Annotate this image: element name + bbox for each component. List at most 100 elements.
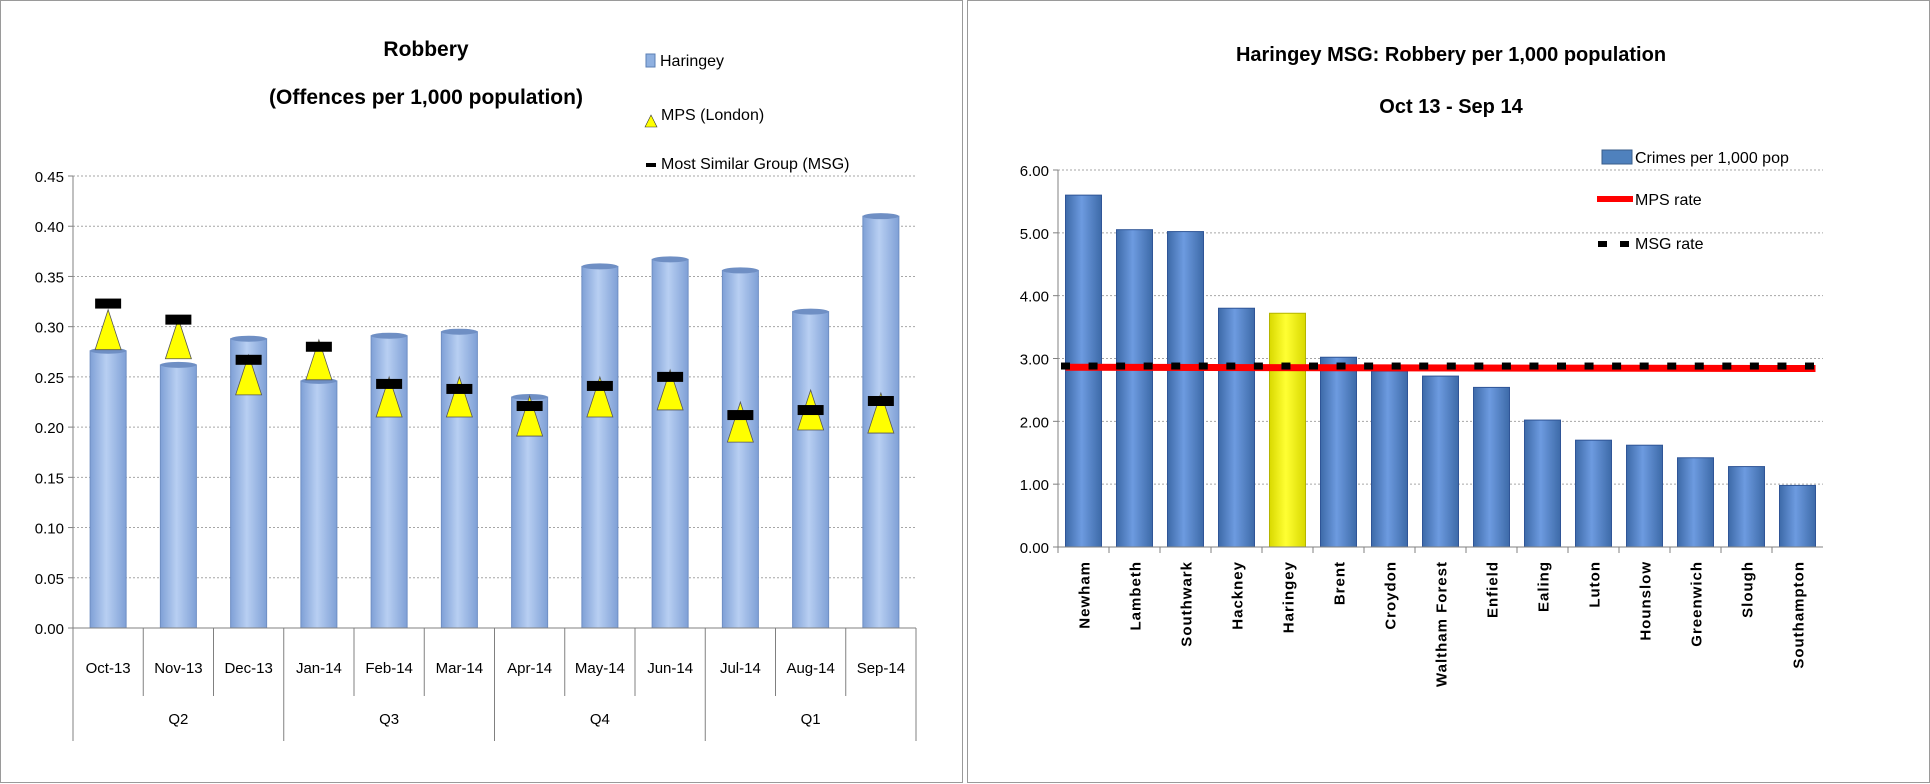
marker-msg-nov-13: [165, 314, 192, 325]
msg-rate-dash: [1309, 362, 1318, 370]
y-tick-label: 0.30: [35, 320, 64, 337]
msg-rate-dash: [1143, 362, 1153, 370]
marker-mps-may-14: [586, 375, 614, 418]
x-tick-label: Mar-14: [436, 660, 484, 677]
bar-newham: [1065, 194, 1102, 548]
msg-rate-dash: [1281, 362, 1291, 370]
marker-msg-feb-14: [376, 378, 403, 389]
bar-greenwich: [1677, 457, 1714, 548]
msg-rate-dash: [1336, 362, 1346, 370]
msg-rate-dash: [1612, 362, 1622, 370]
x-tick-label: Haringey: [1281, 561, 1298, 633]
y-tick-label: 0.25: [35, 370, 64, 387]
marker-msg-oct-13: [95, 298, 122, 309]
marker-msg-dec-13: [235, 354, 262, 365]
marker-mps-feb-14: [375, 375, 403, 418]
msg-rate-dash: [1198, 362, 1208, 370]
x-tick-label: Aug-14: [786, 660, 834, 677]
marker-mps-jun-14: [656, 368, 684, 411]
msg-rate-dash: [1722, 362, 1732, 370]
y-tick-label: 0.00: [35, 621, 64, 638]
marker-msg-may-14: [586, 380, 613, 391]
bar-top: [792, 308, 829, 315]
legend-label-msg-rate: MSG rate: [1635, 236, 1704, 253]
x-tick-label: Jun-14: [647, 660, 693, 677]
msg-rate-dash: [1116, 362, 1126, 370]
bar-slough: [1728, 466, 1765, 548]
legend-label-mps-rate: MPS rate: [1635, 192, 1702, 209]
y-tick-label: 3.00: [1020, 352, 1049, 369]
x-tick-label: Feb-14: [365, 660, 413, 677]
marker-msg-apr-14: [516, 401, 543, 412]
x-group-label: Q3: [379, 711, 399, 728]
bar-top: [652, 256, 689, 263]
bar-top: [371, 332, 408, 339]
x-tick-label: Waltham Forest: [1434, 561, 1451, 687]
bar-haringey-jun-14: [651, 258, 689, 629]
x-tick-label: Nov-13: [154, 660, 202, 677]
marker-msg-sep-14: [867, 395, 894, 406]
bar-lambeth: [1116, 229, 1153, 548]
msg-rate-dash: [1639, 362, 1649, 370]
bar-croydon: [1371, 370, 1408, 548]
x-tick-label: Hackney: [1230, 561, 1247, 630]
bar-haringey-aug-14: [792, 311, 830, 629]
marker-mps-oct-13: [94, 308, 122, 351]
legend-swatch-msg: [646, 163, 656, 167]
bar-hounslow: [1626, 444, 1663, 548]
y-tick-label: 0.45: [35, 169, 64, 186]
x-tick-label: Jan-14: [296, 660, 342, 677]
x-tick-label: Southampton: [1791, 561, 1808, 669]
msg-rate-dash: [1364, 362, 1374, 370]
robbery-monthly-chart-panel: Robbery (Offences per 1,000 population) …: [0, 0, 963, 783]
marker-msg-jun-14: [657, 371, 684, 382]
msg-rate-dash: [1446, 362, 1456, 370]
msg-rate-dash: [1419, 362, 1429, 370]
bar-haringey-nov-13: [159, 364, 197, 629]
bar-haringey-oct-13: [89, 350, 127, 629]
bar-top: [441, 328, 478, 335]
x-tick-label: Sep-14: [857, 660, 905, 677]
y-tick-label: 1.00: [1020, 477, 1049, 494]
mps-rate-line: [1065, 363, 1816, 373]
x-tick-label: Ealing: [1536, 561, 1553, 612]
legend-label-mps: MPS (London): [661, 107, 764, 124]
y-tick-label: 0.35: [35, 269, 64, 286]
y-tick-label: 0.05: [35, 571, 64, 588]
marker-mps-sep-14: [867, 391, 895, 434]
y-tick-label: 4.00: [1020, 289, 1049, 306]
x-tick-label: Slough: [1740, 561, 1757, 618]
msg-rate-dash: [1557, 362, 1566, 370]
marker-mps-nov-13: [164, 317, 192, 360]
msg-rate-dash: [1584, 362, 1594, 370]
msg-rate-dash: [1253, 362, 1263, 370]
msg-rate-dash: [1667, 362, 1677, 370]
y-tick-label: 6.00: [1020, 163, 1049, 180]
y-tick-label: 2.00: [1020, 414, 1049, 431]
msg-rate-dash: [1777, 362, 1787, 370]
legend-label-msg: Most Similar Group (MSG): [661, 156, 849, 173]
marker-msg-jul-14: [727, 410, 754, 421]
y-tick-label: 0.20: [35, 420, 64, 437]
y-tick-label: 0.40: [35, 219, 64, 236]
msg-rate-dash: [1474, 362, 1484, 370]
legend-swatch-haringey: [645, 53, 656, 68]
msg-rate-dash: [1391, 362, 1401, 370]
chart-subtitle: Oct 13 - Sep 14: [1379, 96, 1523, 118]
x-tick-label: Enfield: [1485, 561, 1502, 618]
bar-haringey-jan-14: [300, 380, 338, 629]
bar-southwark: [1167, 231, 1204, 548]
x-tick-label: Apr-14: [507, 660, 552, 677]
msg-rate-dash: [1529, 362, 1539, 370]
legend-swatch-msg-rate-2: [1620, 241, 1629, 247]
marker-mps-dec-13: [235, 353, 263, 396]
marker-mps-apr-14: [516, 394, 544, 437]
x-tick-label: Southwark: [1179, 561, 1196, 647]
x-tick-label: Dec-13: [224, 660, 272, 677]
bar-haringey: [1269, 312, 1306, 548]
legend-swatch-mps: [644, 114, 658, 128]
bar-ealing: [1524, 419, 1561, 548]
marker-mps-jul-14: [726, 400, 754, 443]
x-tick-label: Oct-13: [86, 660, 131, 677]
msg-rate-dash: [1501, 362, 1511, 370]
